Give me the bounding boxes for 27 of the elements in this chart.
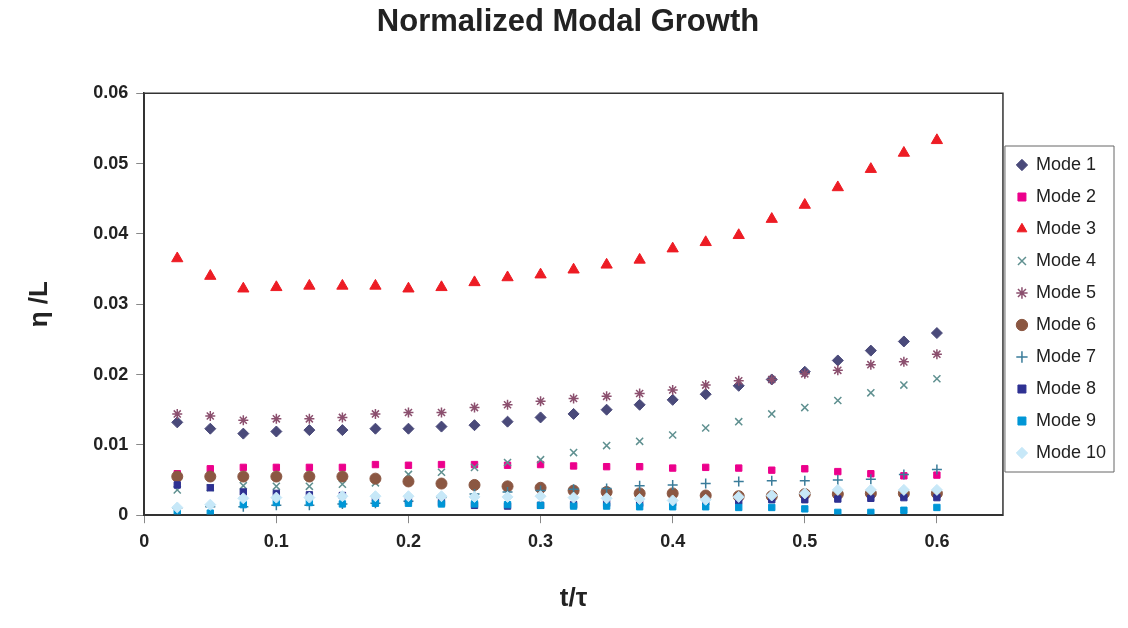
legend-label: Mode 5 <box>1035 281 1096 302</box>
y-tick-label: 0.06 <box>93 82 129 103</box>
x-tick-label: 0.4 <box>660 530 686 551</box>
legend-label: Mode 1 <box>1035 153 1096 174</box>
y-tick-label: 0.04 <box>93 222 129 243</box>
x-tick-label: 0.6 <box>924 530 950 551</box>
x-tick-label: 0.3 <box>528 530 554 551</box>
legend-label: Mode 4 <box>1035 249 1096 270</box>
y-tick-label: 0.01 <box>93 433 129 454</box>
x-tick-label: 0.5 <box>792 530 818 551</box>
y-axis-title: η /L <box>22 280 53 328</box>
chart-title: Normalized Modal Growth <box>376 3 760 39</box>
y-tick-label: 0.02 <box>93 363 129 384</box>
legend-label: Mode 3 <box>1035 217 1096 238</box>
y-tick-label: 0 <box>118 504 129 525</box>
y-tick-label: 0.03 <box>93 293 129 314</box>
x-tick-label: 0 <box>139 530 150 551</box>
legend-label: Mode 2 <box>1035 185 1096 206</box>
legend-label: Mode 9 <box>1035 409 1096 430</box>
legend-label: Mode 7 <box>1035 345 1096 366</box>
x-tick-label: 0.1 <box>263 530 289 551</box>
x-axis-title: t/τ <box>559 581 588 612</box>
x-tick-label: 0.2 <box>395 530 421 551</box>
legend-label: Mode 8 <box>1035 377 1096 398</box>
y-tick-label: 0.05 <box>93 152 129 173</box>
legend-label: Mode 10 <box>1035 441 1107 462</box>
legend-label: Mode 6 <box>1035 313 1096 334</box>
